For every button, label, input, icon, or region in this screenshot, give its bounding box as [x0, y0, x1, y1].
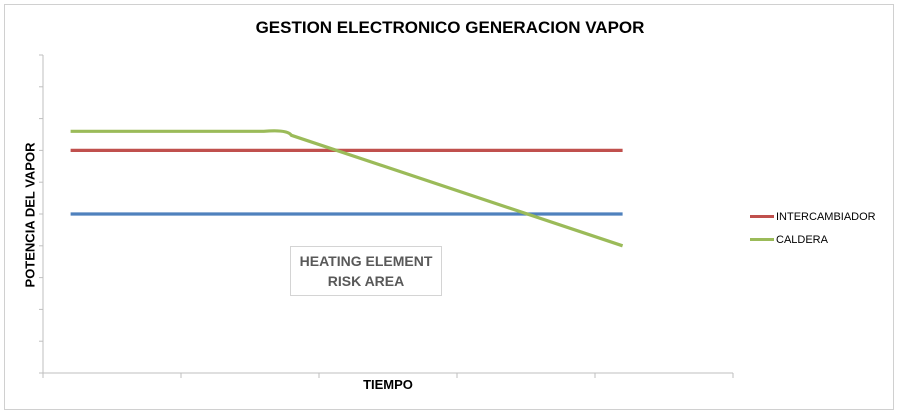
- chart-title: GESTION ELECTRONICO GENERACION VAPOR: [255, 18, 645, 37]
- annotation-line-1: HEATING ELEMENT: [299, 253, 433, 269]
- risk-area-annotation: HEATING ELEMENT RISK AREA: [290, 246, 442, 296]
- annotation-line-2: RISK AREA: [327, 273, 405, 289]
- legend-swatch-caldera: [750, 238, 774, 241]
- x-axis-label: TIEMPO: [363, 377, 413, 392]
- legend-item-intercambiador: INTERCAMBIADOR: [750, 205, 876, 228]
- legend-label-caldera: CALDERA: [776, 233, 828, 246]
- legend-item-caldera: CALDERA: [750, 228, 876, 251]
- legend-swatch-intercambiador: [750, 215, 774, 218]
- chart-frame: [4, 4, 894, 410]
- legend: INTERCAMBIADOR CALDERA: [750, 205, 876, 251]
- series-caldera-line: [70, 129, 624, 248]
- legend-label-intercambiador: INTERCAMBIADOR: [776, 210, 876, 223]
